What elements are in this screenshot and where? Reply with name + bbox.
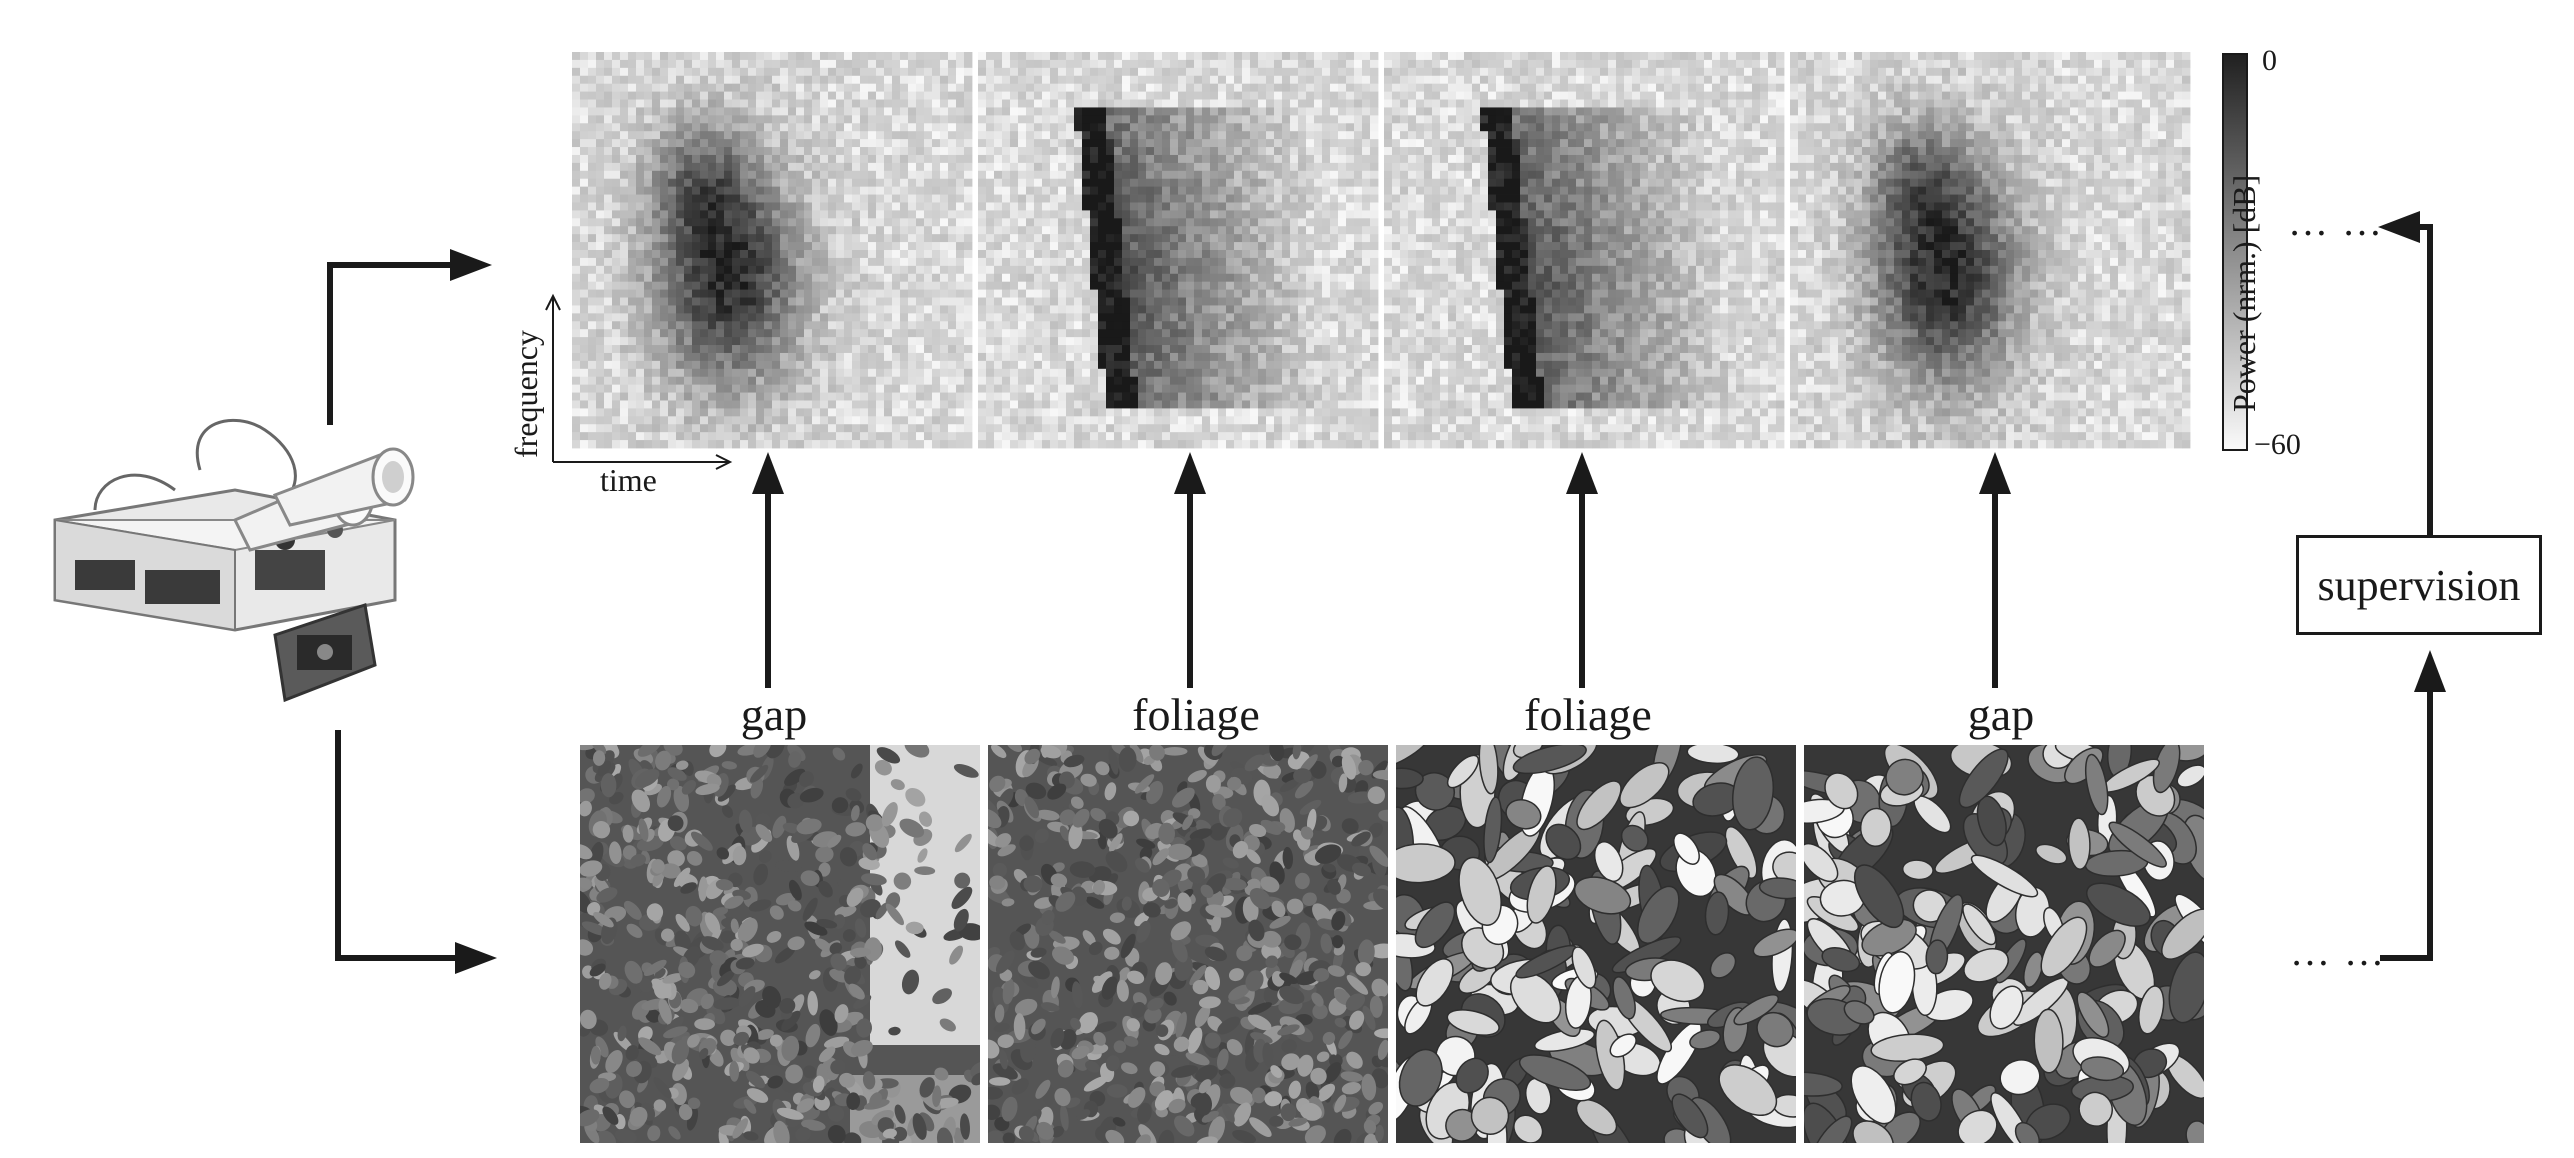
colorbar-max-label: 0 [2262, 44, 2277, 77]
arrow-supervision-up [2378, 211, 2433, 535]
colorbar-min-label: −60 [2254, 428, 2301, 461]
x-axis-label: time [600, 462, 657, 498]
class-label: foliage [1524, 689, 1652, 740]
arrow-label-1 [752, 452, 784, 688]
class-label: gap [1967, 689, 2035, 740]
sonar-robot-icon [53, 418, 415, 703]
time-frequency-axes [545, 293, 733, 470]
class-label: gap [740, 689, 808, 740]
arrow-to-supervision [2380, 650, 2446, 961]
arrow-robot-to-images [335, 730, 497, 974]
continuation-bottom: … … [2290, 929, 2386, 974]
arrow-label-4 [1979, 452, 2011, 688]
arrow-label-3 [1566, 452, 1598, 688]
supervision-box: supervision [2296, 535, 2542, 635]
y-axis-label: frequency [508, 330, 544, 458]
arrow-label-2 [1174, 452, 1206, 688]
arrow-robot-to-spectrograms [327, 249, 492, 425]
continuation-top: … … [2288, 199, 2384, 244]
supervision-label: supervision [2317, 560, 2521, 610]
class-label: foliage [1132, 689, 1260, 740]
colorbar-title: Power (nrm.) [dB] [2226, 174, 2262, 412]
